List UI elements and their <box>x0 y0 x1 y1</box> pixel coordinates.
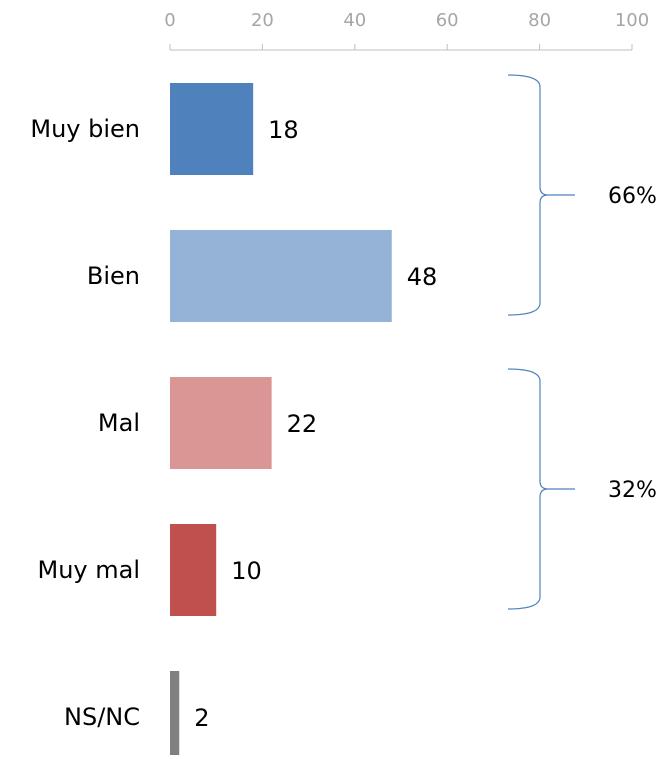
annotation: 32% <box>608 478 657 503</box>
x-tick-label: 60 <box>436 10 459 31</box>
value-label: 48 <box>407 263 438 291</box>
bar <box>170 230 392 322</box>
value-label: 10 <box>231 557 262 585</box>
x-tick-label: 80 <box>528 10 551 31</box>
annotation: 66% <box>608 184 657 209</box>
category-label: Mal <box>98 409 140 437</box>
x-tick-label: 100 <box>615 10 649 31</box>
x-tick-label: 0 <box>164 10 175 31</box>
bar <box>170 524 217 616</box>
x-tick-label: 40 <box>343 10 366 31</box>
bar <box>170 377 272 469</box>
category-label: Bien <box>87 262 140 290</box>
category-label: Muy mal <box>37 556 140 584</box>
category-label: NS/NC <box>64 703 140 731</box>
category-label: Muy bien <box>30 115 140 143</box>
bar <box>170 83 254 175</box>
value-label: 22 <box>287 410 318 438</box>
bracket <box>507 74 575 316</box>
x-tick-label: 20 <box>251 10 274 31</box>
bracket <box>507 368 575 610</box>
value-label: 18 <box>268 116 299 144</box>
value-label: 2 <box>194 704 209 732</box>
bar <box>170 671 180 755</box>
